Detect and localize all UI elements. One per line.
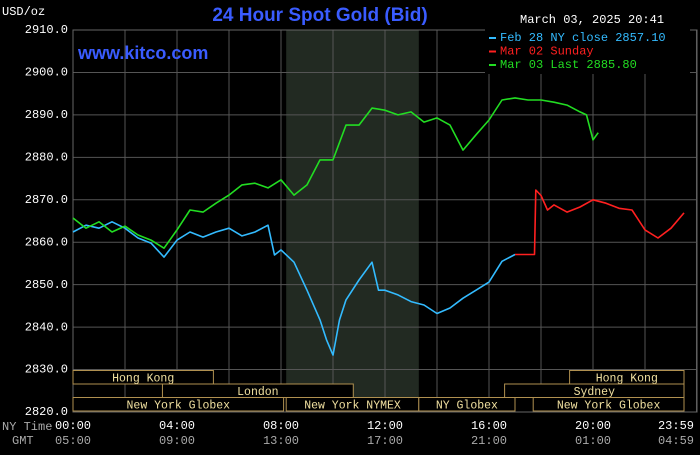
session-label: Hong Kong bbox=[112, 372, 174, 385]
gmt-tick-label: 13:00 bbox=[263, 434, 299, 448]
session-label: Hong Kong bbox=[596, 372, 658, 385]
series-line bbox=[515, 189, 685, 256]
unit-label: USD/oz bbox=[2, 5, 45, 19]
plot-area bbox=[72, 29, 698, 413]
chart-title: 24 Hour Spot Gold (Bid) bbox=[212, 5, 427, 26]
legend-box bbox=[485, 28, 690, 74]
ny-time-label: NY Time bbox=[2, 420, 52, 434]
session-box bbox=[418, 397, 516, 412]
session-label: Sydney bbox=[574, 386, 616, 399]
series-line bbox=[72, 221, 516, 356]
legend-label: Feb 28 NY close 2857.10 bbox=[500, 31, 666, 45]
plot-frame bbox=[72, 29, 698, 413]
x-tick-label: 00:00 bbox=[55, 419, 91, 433]
x-tick-label: 23:59 bbox=[658, 419, 694, 433]
x-tick-label: 16:00 bbox=[471, 419, 507, 433]
session-box bbox=[72, 397, 285, 412]
session-label: NY Globex bbox=[436, 399, 498, 412]
session-highlight bbox=[286, 30, 419, 412]
y-tick-label: 2910.0 bbox=[25, 23, 68, 37]
session-label: New York NYMEX bbox=[304, 399, 401, 412]
y-tick-label: 2860.0 bbox=[25, 235, 68, 249]
session-box bbox=[532, 397, 685, 412]
session-label: London bbox=[237, 386, 278, 399]
y-tick-label: 2840.0 bbox=[25, 320, 68, 334]
gmt-label: GMT bbox=[12, 434, 34, 448]
legend-label: Mar 02 Sunday bbox=[500, 45, 594, 59]
x-tick-label: 04:00 bbox=[159, 419, 195, 433]
gmt-tick-label: 05:00 bbox=[55, 434, 91, 448]
gmt-tick-label: 09:00 bbox=[159, 434, 195, 448]
y-tick-label: 2880.0 bbox=[25, 151, 68, 165]
y-tick-label: 2900.0 bbox=[25, 66, 68, 80]
x-tick-label: 08:00 bbox=[263, 419, 299, 433]
x-tick-label: 20:00 bbox=[575, 419, 611, 433]
session-box bbox=[72, 370, 214, 385]
series-line bbox=[72, 97, 599, 249]
y-tick-label: 2870.0 bbox=[25, 193, 68, 207]
gmt-tick-label: 21:00 bbox=[471, 434, 507, 448]
x-tick-label: 12:00 bbox=[367, 419, 403, 433]
timestamp: March 03, 2025 20:41 bbox=[520, 13, 664, 27]
session-label: New York Globex bbox=[127, 399, 231, 412]
y-tick-label: 2890.0 bbox=[25, 108, 68, 122]
gmt-tick-label: 04:59 bbox=[658, 434, 694, 448]
y-tick-label: 2820.0 bbox=[25, 405, 68, 419]
gmt-tick-label: 01:00 bbox=[575, 434, 611, 448]
legend-label: Mar 03 Last 2885.80 bbox=[500, 58, 637, 72]
y-tick-label: 2850.0 bbox=[25, 278, 68, 292]
y-tick-label: 2830.0 bbox=[25, 363, 68, 377]
watermark: www.kitco.com bbox=[77, 43, 208, 63]
gmt-tick-label: 17:00 bbox=[367, 434, 403, 448]
session-label: New York Globex bbox=[557, 399, 661, 412]
